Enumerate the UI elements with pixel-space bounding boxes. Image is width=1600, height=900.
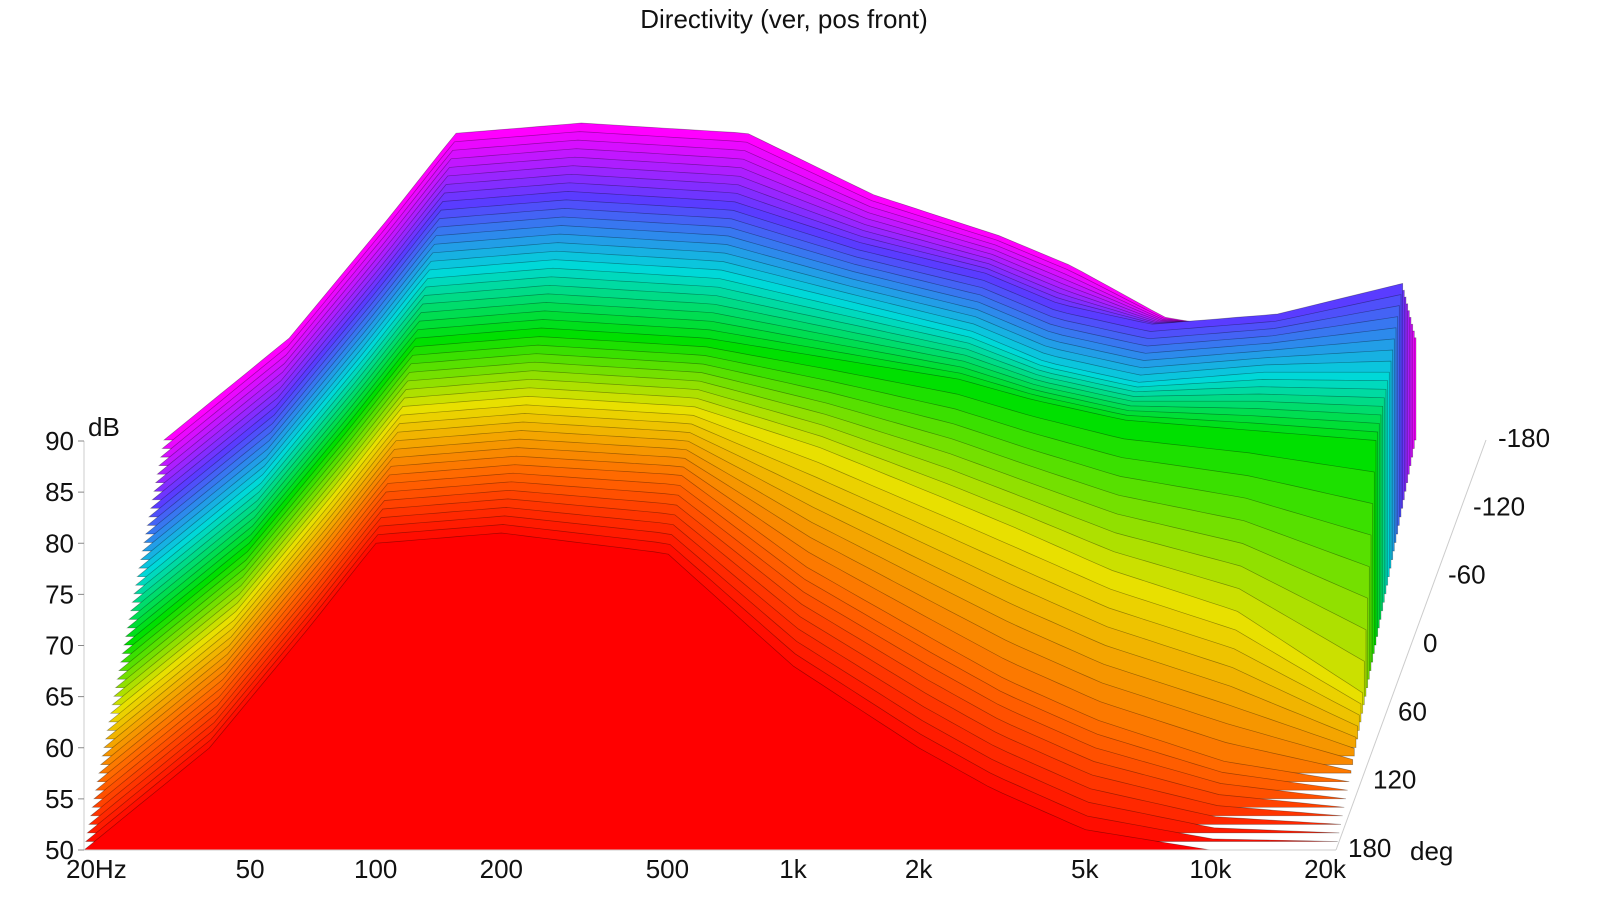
surface-slice bbox=[83, 532, 1336, 851]
x-tick-label: 20Hz bbox=[66, 854, 127, 884]
angle-tick-label: 180 bbox=[1348, 833, 1391, 863]
x-tick-label: 500 bbox=[646, 854, 689, 884]
angle-tick-label: 60 bbox=[1398, 696, 1427, 726]
x-tick-label: 200 bbox=[480, 854, 523, 884]
y-tick-label: 90 bbox=[45, 426, 74, 456]
angle-tick-label: -180 bbox=[1498, 423, 1550, 453]
angle-axis-ticks: -180 -120 -60 0 60 120 180 bbox=[1335, 423, 1550, 863]
angle-tick-label: -120 bbox=[1473, 491, 1525, 521]
y-axis-unit: dB bbox=[88, 412, 120, 442]
angle-tick-label: 0 bbox=[1423, 628, 1437, 658]
surface-layer bbox=[83, 122, 1417, 851]
x-tick-label: 2k bbox=[905, 854, 933, 884]
chart-title: Directivity (ver, pos front) bbox=[640, 4, 928, 34]
x-tick-label: 5k bbox=[1071, 854, 1099, 884]
y-tick-label: 80 bbox=[45, 528, 74, 558]
x-tick-label: 10k bbox=[1189, 854, 1232, 884]
y-tick-label: 75 bbox=[45, 579, 74, 609]
y-tick-label: 50 bbox=[45, 835, 74, 865]
y-tick-label: 70 bbox=[45, 631, 74, 661]
y-tick-label: 85 bbox=[45, 477, 74, 507]
x-axis-ticks: 20Hz 50 100 200 500 1k 2k 5k 10k 20k bbox=[66, 854, 1347, 884]
angle-axis-unit: deg bbox=[1410, 836, 1453, 866]
x-tick-label: 100 bbox=[354, 854, 397, 884]
angle-tick-label: 120 bbox=[1373, 765, 1416, 795]
x-tick-label: 1k bbox=[779, 854, 807, 884]
y-tick-label: 55 bbox=[45, 784, 74, 814]
x-tick-label: 20k bbox=[1304, 854, 1347, 884]
y-axis-ticks: 50 55 60 65 70 75 80 85 90 bbox=[45, 426, 84, 865]
angle-tick-label: -60 bbox=[1448, 560, 1486, 590]
y-tick-label: 65 bbox=[45, 682, 74, 712]
x-tick-label: 50 bbox=[236, 854, 265, 884]
y-tick-label: 60 bbox=[45, 733, 74, 763]
angle-axis-line bbox=[1335, 439, 1487, 851]
